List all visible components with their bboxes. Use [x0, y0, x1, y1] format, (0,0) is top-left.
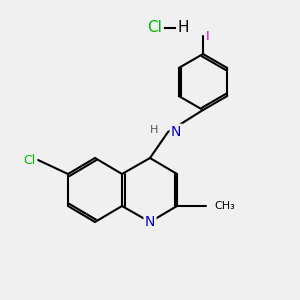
Text: N: N	[171, 125, 181, 139]
Text: I: I	[206, 29, 210, 43]
Text: N: N	[145, 215, 155, 229]
Text: Cl: Cl	[148, 20, 162, 35]
Text: Cl: Cl	[24, 154, 36, 166]
Text: H: H	[150, 125, 158, 135]
Text: CH₃: CH₃	[214, 201, 235, 211]
Text: H: H	[177, 20, 189, 35]
